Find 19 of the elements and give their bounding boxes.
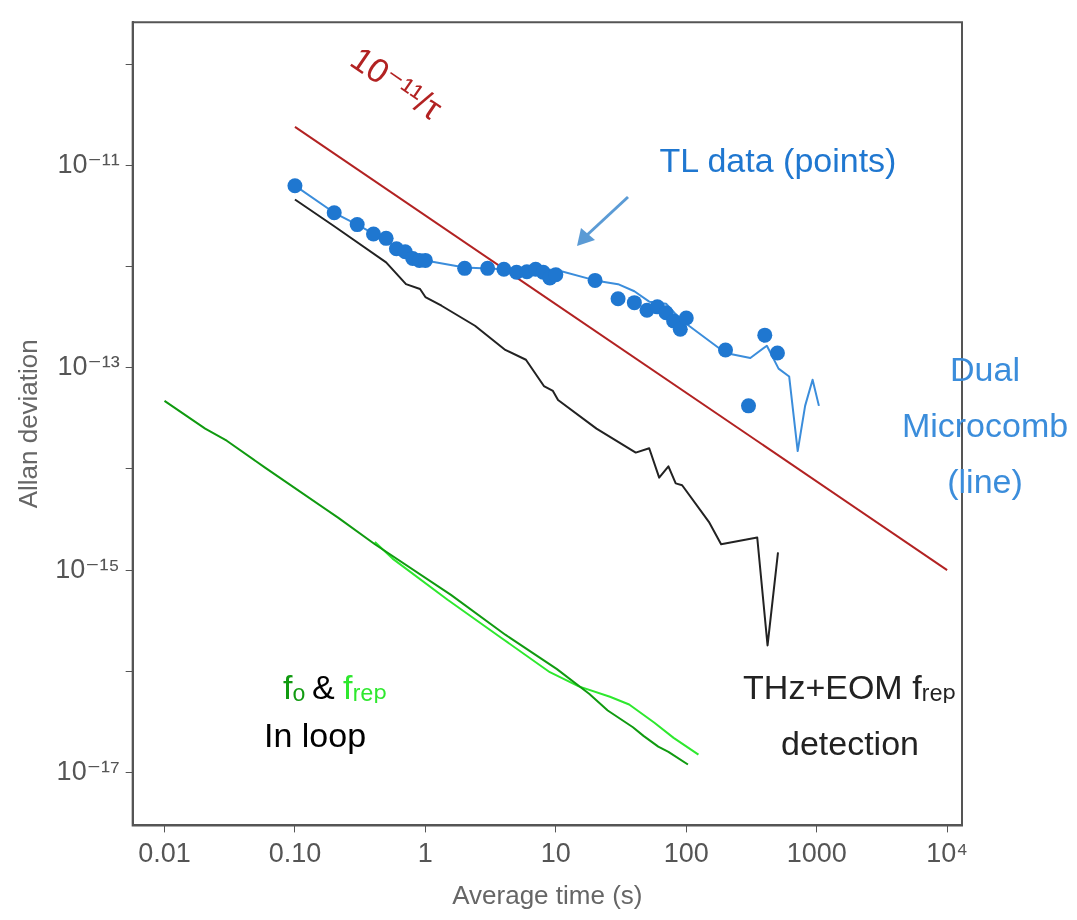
- x-tick-label: 10⁴: [926, 838, 968, 869]
- x-tick-label: 0.01: [138, 838, 191, 869]
- y-tick-label: 10⁻¹³: [57, 351, 120, 382]
- x-axis-title: Average time (s): [452, 879, 643, 910]
- y-tick-label: 10⁻¹⁵: [55, 553, 120, 584]
- y-tick-label: 10⁻¹¹: [57, 148, 120, 179]
- x-tick-label: 1000: [786, 838, 847, 869]
- x-tick-label: 100: [663, 838, 709, 869]
- text: TL data (points): [659, 141, 897, 180]
- y-tick-label: 10⁻¹⁷: [56, 755, 120, 786]
- x-tick-label: 0.10: [268, 838, 322, 869]
- y-axis-title: Allan deviation: [12, 339, 43, 509]
- annotation: In loop: [263, 716, 367, 755]
- text: fₒ: [283, 668, 306, 707]
- text: fᵣₑₚ: [343, 668, 388, 707]
- annotation: &: [312, 668, 335, 707]
- x-tick-label: 10: [540, 838, 571, 869]
- x-tick-label: 1: [417, 838, 433, 869]
- series-label: THz+EOM fᵣₑₚ detection: [743, 668, 957, 763]
